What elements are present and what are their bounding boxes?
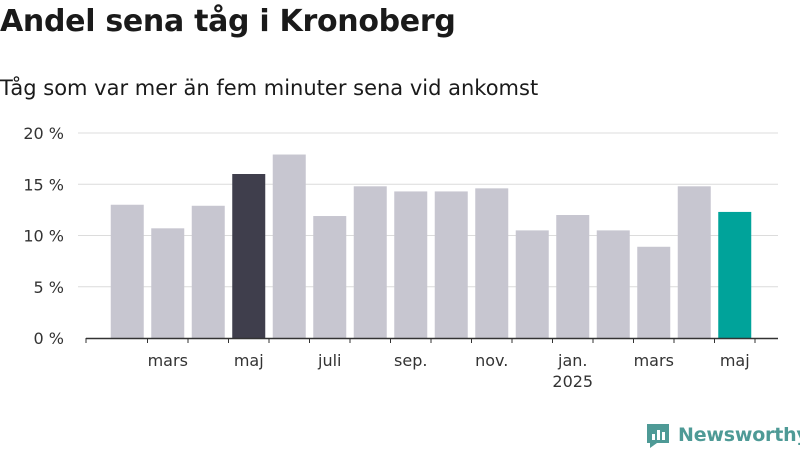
x-tick-label: juli — [317, 351, 341, 370]
bar-2024-11 — [475, 188, 509, 338]
y-axis-labels: 0 % 5 % 10 % 15 % 20 % — [23, 124, 64, 348]
bar-2024-10 — [434, 191, 468, 338]
newsworthy-logo-icon — [647, 424, 669, 448]
x-tick-label: maj — [720, 351, 750, 370]
y-tick-label: 0 % — [34, 329, 64, 348]
chart-title: Andel sena tåg i Kronoberg — [0, 4, 456, 39]
x-axis — [85, 337, 778, 343]
bar-2025-04 — [677, 186, 711, 338]
x-axis-labels: mars maj juli sep. nov. jan. 2025 mars maj — [148, 351, 750, 391]
bar-2025-02 — [596, 230, 630, 338]
bar-2024-03 — [151, 228, 185, 338]
x-tick-label: nov. — [475, 351, 508, 370]
bar-2024-08 — [353, 186, 387, 338]
bar-2024-07 — [313, 216, 347, 338]
bar-2024-05 — [232, 174, 266, 338]
x-tick-label: maj — [234, 351, 264, 370]
x-tick-label: jan. — [557, 351, 587, 370]
y-tick-label: 10 % — [23, 227, 64, 246]
bar-2024-06 — [272, 154, 306, 338]
bar-2024-12 — [515, 230, 549, 338]
x-tick-year-label: 2025 — [552, 372, 593, 391]
bar-2024-02 — [110, 204, 144, 338]
bar-2024-04 — [191, 205, 225, 338]
y-tick-label: 15 % — [23, 175, 64, 194]
x-tick-label: mars — [148, 351, 188, 370]
bars — [110, 154, 752, 338]
x-tick-label: mars — [634, 351, 674, 370]
bar-2024-09 — [394, 191, 428, 338]
y-tick-label: 5 % — [34, 278, 64, 297]
bar-2025-01 — [556, 215, 590, 338]
newsworthy-logo: Newsworthy — [644, 420, 800, 450]
brand-name: Newsworthy — [678, 424, 800, 446]
y-tick-label: 20 % — [23, 124, 64, 143]
chart-subtitle: Tåg som var mer än fem minuter sena vid … — [0, 76, 539, 100]
bar-2025-03 — [637, 246, 671, 338]
bar-2025-05 — [718, 211, 752, 338]
x-tick-label: sep. — [394, 351, 427, 370]
